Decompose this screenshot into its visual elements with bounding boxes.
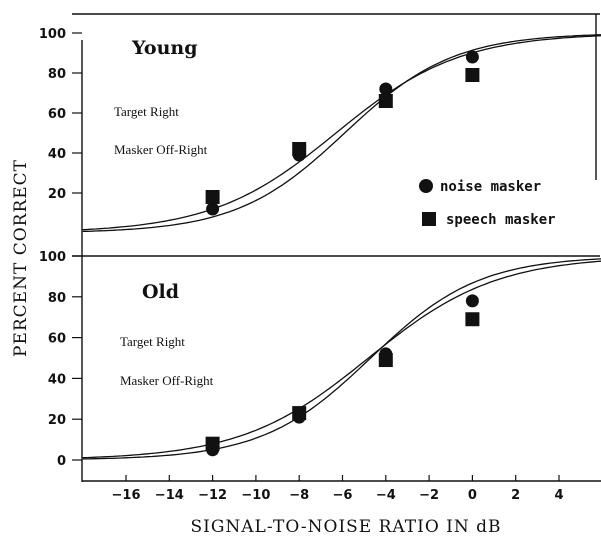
x-tick-label: −16 [112,488,141,503]
data-point-circle [379,82,393,96]
data-point-square [378,353,393,368]
legend-label-speech: speech masker [446,212,556,228]
x-tick-label: −4 [376,488,396,503]
x-tick-label: −10 [241,488,270,503]
y-axis-ticks: 20 40 60 80 100 0 20 40 60 80 100 [39,27,82,469]
y-tick-label: 20 [48,413,66,428]
legend-square-marker [422,212,436,226]
y-axis-label: PERCENT CORRECT [11,159,31,357]
fit-curve-old-square [82,260,601,459]
y-tick-label: 80 [48,67,66,82]
data-point-square [205,436,220,451]
y-tick-label: 20 [48,187,66,202]
x-tick-label: −8 [289,488,309,503]
plot-frame [72,13,601,482]
y-tick-label: 100 [39,27,66,42]
legend-circle-marker [419,179,433,193]
fit-curve-young-circle [82,34,601,233]
data-point-square [292,142,307,156]
panel-note-old-masker: Masker Off-Right [120,373,214,388]
y-tick-label: 40 [48,372,66,387]
y-tick-label: 100 [39,250,66,265]
data-point-square [292,406,307,421]
x-tick-label: 4 [554,488,563,503]
panel-note-old-target: Target Right [120,334,185,349]
legend: noise masker speech masker [419,179,556,228]
fit-curve-old-circle [82,258,601,460]
panel-title-old: Old [142,281,179,303]
x-tick-label: 2 [511,488,520,503]
data-point-square [465,68,480,82]
panel-note-young-target: Target Right [114,104,179,119]
x-axis-ticks: −16 −14 −12 −10 −8 −6 −4 −2 0 2 4 [112,475,564,503]
x-tick-label: −6 [333,488,353,503]
data-point-circle [465,294,479,308]
x-tick-label: −2 [419,488,439,503]
panel-note-young-masker: Masker Off-Right [114,142,208,157]
y-tick-label: 40 [48,147,66,162]
x-axis-label: SIGNAL-TO-NOISE RATIO IN dB [190,517,501,537]
y-tick-label: 60 [48,332,66,347]
data-point-circle [206,202,220,216]
data-points [205,50,480,457]
data-point-circle [465,50,479,64]
legend-label-noise: noise masker [440,179,541,195]
data-point-square [205,190,220,204]
fit-curve-young-square [82,35,601,231]
x-tick-label: −12 [198,488,227,503]
data-point-square [378,94,393,108]
x-tick-label: 0 [468,488,477,503]
fit-curves [82,34,601,460]
panel-title-young: Young [131,37,198,59]
y-tick-label: 80 [48,291,66,306]
x-tick-label: −14 [155,488,184,503]
data-point-square [465,312,480,327]
y-tick-label: 60 [48,107,66,122]
y-tick-label: 0 [57,454,66,469]
